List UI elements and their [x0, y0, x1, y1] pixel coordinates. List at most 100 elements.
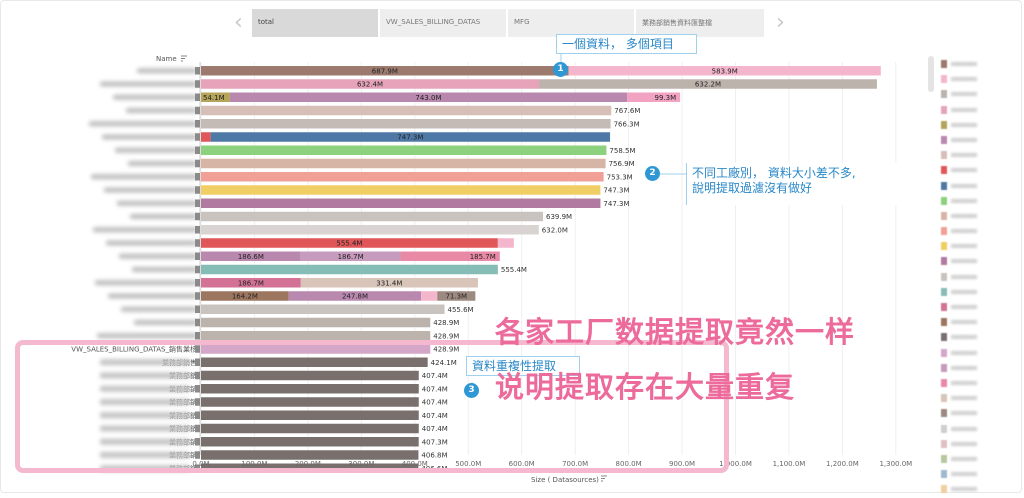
bar-segment[interactable]: [201, 370, 419, 381]
bar-segment[interactable]: [201, 331, 431, 341]
bar-segment[interactable]: [201, 344, 431, 354]
x-sort-icon[interactable]: [601, 475, 607, 482]
bar-segment[interactable]: [201, 384, 419, 394]
bar-segment[interactable]: [497, 238, 514, 248]
bar-segment[interactable]: [201, 79, 540, 89]
legend-item[interactable]: [941, 73, 981, 85]
legend-item[interactable]: [941, 377, 981, 389]
legend-item[interactable]: [941, 119, 981, 131]
legend-item[interactable]: [941, 149, 981, 161]
legend-item[interactable]: [941, 347, 981, 359]
bar-segment[interactable]: [201, 172, 604, 182]
tab-total[interactable]: total: [252, 9, 380, 37]
legend-item[interactable]: [941, 407, 981, 419]
bar-segment[interactable]: [201, 450, 419, 460]
bar-segment[interactable]: [568, 66, 881, 76]
legend-item[interactable]: [941, 58, 981, 70]
legend-item[interactable]: [941, 392, 981, 404]
legend-swatch: [941, 75, 947, 84]
bar-segment[interactable]: [201, 437, 419, 447]
row-header-swatch: [195, 212, 200, 221]
bar-segment[interactable]: [201, 304, 445, 315]
chevron-right-icon[interactable]: ›: [776, 10, 785, 35]
legend-item[interactable]: [941, 195, 981, 207]
legend-item[interactable]: [941, 331, 981, 343]
bar-segment[interactable]: [201, 264, 498, 275]
legend-item[interactable]: [941, 483, 981, 495]
legend-item[interactable]: [941, 271, 981, 283]
bar-segment[interactable]: [201, 238, 498, 248]
bar-segment[interactable]: [201, 145, 607, 156]
bar-segment[interactable]: [288, 291, 422, 301]
bar-segment[interactable]: [201, 251, 301, 262]
bar-segment[interactable]: [210, 132, 611, 142]
bar-segment[interactable]: [201, 317, 431, 328]
bar-value-label: 407.4M: [422, 425, 448, 433]
bar-segment[interactable]: [201, 397, 419, 407]
bar-segment[interactable]: [201, 225, 539, 235]
legend-scroll-thumb[interactable]: [928, 56, 934, 92]
row-header-swatch: [195, 159, 200, 168]
bar-segment[interactable]: [400, 251, 500, 262]
bar-value-label: 247.8M: [342, 293, 368, 301]
bar-segment[interactable]: [201, 211, 544, 222]
legend-item[interactable]: [941, 423, 981, 435]
bar-segment[interactable]: [201, 158, 606, 169]
row-header-swatch: [195, 199, 200, 207]
bar-segment[interactable]: [539, 79, 877, 89]
legend-label-blur: [951, 77, 977, 82]
bar-segment[interactable]: [627, 92, 681, 103]
bar-segment[interactable]: [201, 92, 230, 103]
bar-segment[interactable]: [437, 291, 476, 301]
bar-segment[interactable]: [229, 92, 628, 103]
legend-item[interactable]: [941, 88, 981, 100]
bar-segment[interactable]: [201, 185, 601, 195]
bar-segment[interactable]: [201, 423, 419, 434]
legend-scrollbar[interactable]: [928, 56, 934, 456]
legend-item[interactable]: [941, 301, 981, 313]
sort-icon[interactable]: [181, 55, 187, 62]
x-tick-label: 100.0M: [241, 460, 267, 468]
row-label-blur: [100, 399, 190, 405]
legend-label-blur: [951, 289, 977, 294]
row-label-blur: [95, 280, 197, 286]
bar-segment[interactable]: [201, 66, 569, 76]
legend-item[interactable]: [941, 210, 981, 222]
bar-segment[interactable]: [201, 119, 611, 129]
bar-segment[interactable]: [201, 357, 428, 368]
legend-item[interactable]: [941, 362, 981, 374]
tab-mfg[interactable]: MFG: [508, 9, 636, 37]
legend-item[interactable]: [941, 468, 981, 480]
legend-swatch: [941, 151, 947, 160]
legend-item[interactable]: [941, 453, 981, 465]
x-tick-label: 1,300.0M: [879, 460, 912, 468]
bar-segment[interactable]: [201, 291, 289, 301]
bar-segment[interactable]: [421, 291, 438, 301]
legend-item[interactable]: [941, 316, 981, 328]
legend-item[interactable]: [941, 225, 981, 237]
bar-segment[interactable]: [201, 198, 601, 209]
legend-item[interactable]: [941, 286, 981, 298]
legend-item[interactable]: [941, 255, 981, 267]
chevron-left-icon[interactable]: ‹: [234, 10, 243, 35]
legend-swatch: [941, 424, 947, 433]
bar-segment[interactable]: [201, 105, 612, 116]
legend-item[interactable]: [941, 104, 981, 116]
bar-segment[interactable]: [201, 278, 301, 288]
bar-segment[interactable]: [300, 251, 401, 262]
annotation-3-text: 資料重複性提取: [472, 359, 557, 373]
tab-vw-sales-billing[interactable]: VW_SALES_BILLING_DATAS: [380, 9, 508, 37]
tab-sales-summary[interactable]: 業務部銷售資料匯整檔: [636, 9, 766, 37]
row-label-blur: [137, 68, 197, 74]
legend-swatch: [941, 318, 947, 327]
bar-segment[interactable]: [201, 410, 419, 421]
bar-segment[interactable]: [300, 278, 478, 288]
legend-item[interactable]: [941, 134, 981, 146]
legend-item[interactable]: [941, 240, 981, 252]
legend-item[interactable]: [941, 438, 981, 450]
legend-item[interactable]: [941, 164, 981, 176]
row-label-blur: [113, 94, 197, 100]
bar-segment[interactable]: [201, 132, 211, 142]
legend-item[interactable]: [941, 180, 981, 192]
